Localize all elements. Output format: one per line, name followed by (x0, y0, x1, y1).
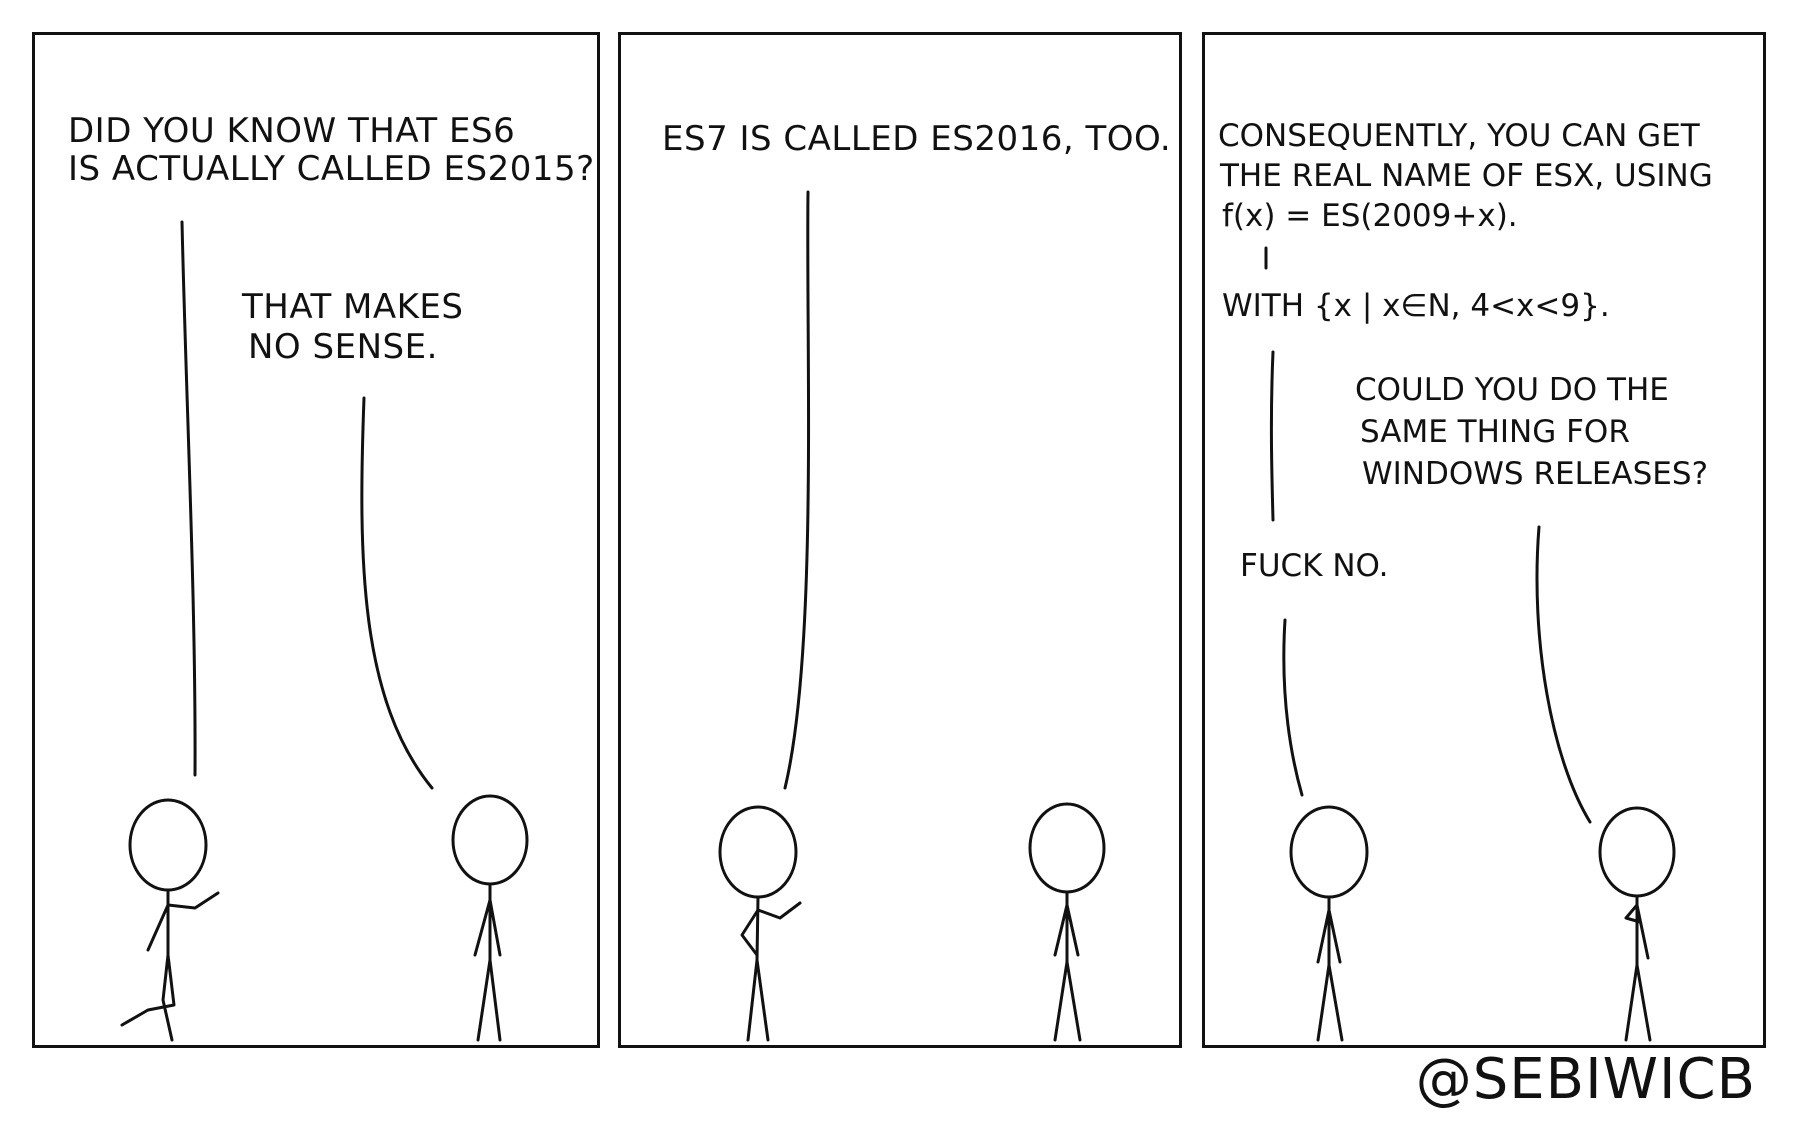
speech-line-p1-left (180, 220, 197, 777)
stick-figure-p1-left (120, 798, 220, 1042)
stick-figure-p1-right (451, 794, 529, 1042)
speech-p3-line-3: f(x) = ES(2009+x). (1222, 198, 1518, 234)
speech-p1-line-4: NO SENSE. (248, 327, 438, 367)
speech-p2-line-1: ES7 IS CALLED ES2016, TOO. (662, 119, 1172, 159)
stick-figure-p3-right (1598, 806, 1676, 1042)
speech-p3-line-1: CONSEQUENTLY, YOU CAN GET (1218, 118, 1700, 154)
speech-line-p2 (783, 190, 811, 790)
comic-panel-2 (618, 32, 1182, 1048)
author-credit: @SEBIWICB (1415, 1047, 1756, 1112)
speech-line-p3-a (1269, 350, 1275, 522)
comic-panel-3 (1202, 32, 1766, 1048)
speech-p3-line-2: THE REAL NAME OF ESX, USING (1220, 158, 1713, 194)
speech-p1-line-3: THAT MAKES (242, 287, 464, 327)
speech-p3-line-7: WINDOWS RELEASES? (1362, 456, 1709, 492)
speech-p1-line-2: IS ACTUALLY CALLED ES2015? (68, 149, 595, 189)
speech-p3-line-4: WITH {x | x∈N, 4<x<9}. (1222, 288, 1610, 324)
speech-p3-line-6: SAME THING FOR (1360, 414, 1630, 450)
speech-p3-line-8: FUCK NO. (1240, 548, 1389, 584)
stick-figure-p3-left (1289, 805, 1369, 1042)
speech-p1-line-1: DID YOU KNOW THAT ES6 (68, 111, 516, 151)
speech-line-p3-b (1282, 618, 1304, 797)
speech-p3-line-5: COULD YOU DO THE (1355, 372, 1669, 408)
speech-line-p1-right (360, 396, 434, 790)
stick-figure-p2-right (1028, 802, 1106, 1042)
speech-line-p3-c (1535, 525, 1592, 824)
stick-figure-p2-left (718, 805, 802, 1042)
